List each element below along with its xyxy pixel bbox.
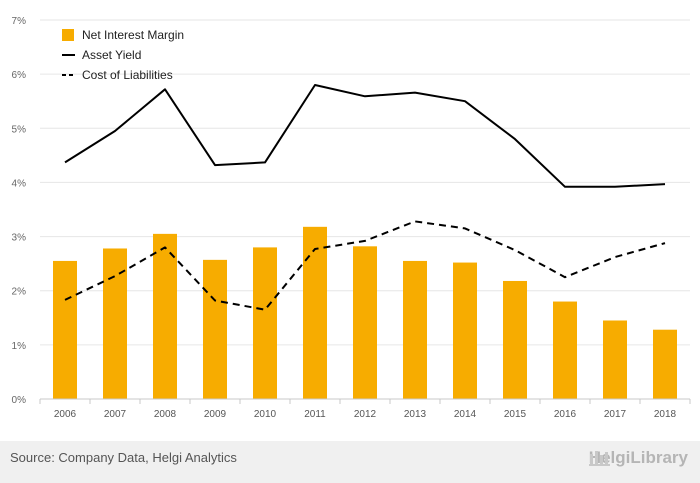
legend-label: Cost of Liabilities	[82, 68, 173, 82]
bar	[453, 262, 477, 399]
legend-label: Asset Yield	[82, 48, 141, 62]
x-tick-label: 2017	[604, 409, 627, 420]
source-text: Source: Company Data, Helgi Analytics	[10, 450, 237, 465]
bar	[553, 301, 577, 399]
legend-item: Net Interest Margin	[62, 28, 184, 42]
legend-item: Asset Yield	[62, 48, 141, 62]
x-tick-label: 2010	[254, 409, 277, 420]
x-tick-label: 2006	[54, 409, 77, 420]
footer-bar	[0, 441, 700, 483]
bar	[653, 329, 677, 399]
y-tick-label: 5%	[12, 124, 27, 135]
bar	[253, 247, 277, 399]
x-tick-label: 2016	[554, 409, 577, 420]
bar	[53, 260, 77, 399]
x-tick-label: 2011	[304, 409, 326, 420]
brand-logo: HelgiLibrary	[588, 448, 688, 468]
y-tick-label: 0%	[12, 395, 27, 406]
x-tick-label: 2008	[154, 409, 177, 420]
brand-name: HelgiLibrary	[588, 448, 688, 467]
bar	[403, 260, 427, 399]
x-tick-label: 2007	[104, 409, 127, 420]
library-icon	[588, 451, 610, 466]
y-tick-label: 4%	[12, 178, 27, 189]
x-tick-label: 2018	[654, 409, 677, 420]
x-tick-label: 2012	[354, 409, 377, 420]
legend-swatch	[62, 29, 74, 41]
bar	[103, 248, 127, 399]
chart-svg: 0% 1% 2% 3% 4% 5% 6% 7% 2006 2007 2008 2009 2010 2011…	[12, 16, 691, 420]
x-tick-label: 2009	[204, 409, 227, 420]
bar	[353, 246, 377, 399]
legend-label: Net Interest Margin	[82, 28, 184, 42]
x-tick-label: 2015	[504, 409, 527, 420]
bar	[603, 320, 627, 399]
y-tick-label: 3%	[12, 233, 27, 244]
y-tick-label: 7%	[12, 16, 27, 27]
bar	[153, 233, 177, 399]
y-tick-label: 6%	[12, 70, 27, 81]
x-tick-label: 2013	[404, 409, 427, 420]
x-tick-label: 2014	[454, 409, 477, 420]
bar	[503, 280, 527, 399]
y-tick-label: 2%	[12, 287, 27, 298]
asset-yield-line	[64, 84, 666, 188]
legend-item: Cost of Liabilities	[62, 68, 173, 82]
bar	[303, 226, 327, 399]
y-tick-label: 1%	[12, 341, 27, 352]
cost-of-liabilities-line	[64, 220, 666, 311]
bar	[203, 259, 227, 399]
